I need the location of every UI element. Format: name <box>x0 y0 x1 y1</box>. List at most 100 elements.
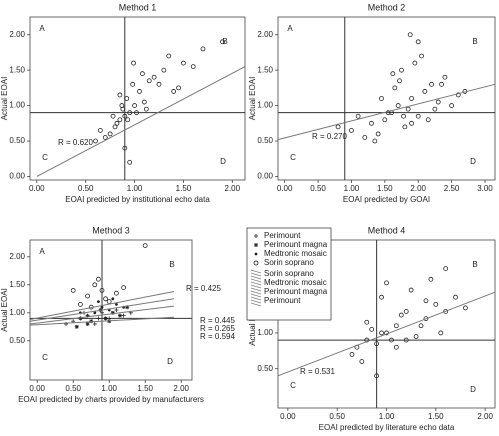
data-point <box>121 313 126 318</box>
data-point <box>423 316 429 322</box>
quadrant-label: A <box>39 24 45 33</box>
marker-shape <box>389 337 394 343</box>
marker-shape <box>156 81 162 87</box>
marker-shape <box>425 117 431 123</box>
marker-shape <box>181 60 186 66</box>
data-point <box>111 297 115 301</box>
data-point <box>114 290 119 296</box>
marker-shape <box>75 325 79 329</box>
legend-label: Perimount magna <box>264 240 328 249</box>
marker-shape <box>395 103 401 108</box>
marker-shape <box>119 103 125 108</box>
x-tick-label: 0.50 <box>78 184 94 193</box>
data-point <box>143 106 149 112</box>
marker-shape <box>379 330 384 336</box>
data-point <box>146 78 152 84</box>
data-point <box>449 103 455 108</box>
data-point <box>132 103 137 108</box>
data-point <box>181 60 186 66</box>
data-point <box>176 85 181 91</box>
marker-shape <box>114 120 120 126</box>
panel-title: Method 3 <box>92 225 130 235</box>
data-point <box>92 282 98 288</box>
data-point <box>156 81 162 87</box>
legend-marker <box>254 243 258 247</box>
marker-shape <box>453 294 458 300</box>
data-point <box>415 39 421 45</box>
data-point <box>78 301 83 307</box>
marker-shape <box>401 113 406 119</box>
marker-shape <box>254 243 258 247</box>
data-point <box>114 120 120 126</box>
data-point <box>335 124 341 130</box>
marker-shape <box>93 138 98 144</box>
data-point <box>438 330 444 336</box>
data-point <box>369 120 374 126</box>
marker-shape <box>439 81 444 87</box>
data-point <box>453 294 458 300</box>
plot-frame <box>29 16 246 181</box>
x-tick-label: 0.50 <box>65 384 81 393</box>
marker-shape <box>429 81 434 87</box>
x-tick-label: 1.00 <box>127 184 143 193</box>
data-point <box>455 92 461 98</box>
data-point <box>382 117 388 123</box>
marker-shape <box>103 296 108 302</box>
data-point <box>137 89 142 94</box>
marker-shape <box>392 85 398 91</box>
marker-shape <box>132 103 137 108</box>
marker-shape <box>106 299 112 305</box>
data-point <box>118 313 122 318</box>
data-point <box>369 326 375 332</box>
fit-line <box>277 83 496 141</box>
data-point <box>422 89 428 94</box>
fit-line <box>29 316 175 326</box>
quadrant-label: D <box>470 385 476 394</box>
data-point <box>112 124 118 130</box>
marker-shape <box>166 53 172 59</box>
data-point <box>403 337 409 343</box>
data-point <box>161 67 167 73</box>
legend-label: Medtronic mosaic <box>264 249 327 258</box>
marker-shape <box>254 252 258 256</box>
x-tick-label: 3.00 <box>477 184 493 193</box>
marker-shape <box>131 60 136 66</box>
r-value-label: R = 0.620 <box>58 138 93 147</box>
data-point <box>428 276 434 282</box>
marker-shape <box>409 120 414 126</box>
data-point <box>100 305 104 309</box>
marker-shape <box>127 159 133 165</box>
x-tick-label: 2.00 <box>225 184 241 193</box>
marker-shape <box>413 334 419 339</box>
data-point <box>74 324 79 329</box>
data-point <box>435 99 441 105</box>
data-point <box>166 53 172 59</box>
data-point <box>429 81 434 87</box>
marker-shape <box>117 92 123 98</box>
x-tick-label: 1.00 <box>101 384 117 393</box>
marker-shape <box>97 127 103 133</box>
data-point <box>220 39 225 45</box>
marker-shape <box>220 39 225 45</box>
marker-shape <box>379 294 384 300</box>
quadrant-label: B <box>169 260 174 269</box>
marker-shape <box>449 103 455 108</box>
y-axis-label: Actual EOAI <box>0 77 9 121</box>
legend-line-swatch <box>250 293 262 298</box>
marker-shape <box>384 280 389 286</box>
data-point <box>398 312 404 318</box>
marker-shape <box>463 305 468 311</box>
marker-shape <box>99 287 105 293</box>
fit-line <box>277 291 496 377</box>
y-tick-label: 2.00 <box>9 30 25 39</box>
quadrant-label: A <box>287 24 293 33</box>
panel-title: Method 4 <box>368 225 406 235</box>
marker-shape <box>397 78 402 84</box>
legend-line-swatch <box>250 299 262 304</box>
marker-shape <box>405 106 411 112</box>
data-point <box>395 103 401 108</box>
data-point <box>92 322 97 326</box>
data-point <box>397 78 402 84</box>
marker-shape <box>375 131 381 137</box>
r-value-label: R = 0.265 <box>200 324 235 333</box>
